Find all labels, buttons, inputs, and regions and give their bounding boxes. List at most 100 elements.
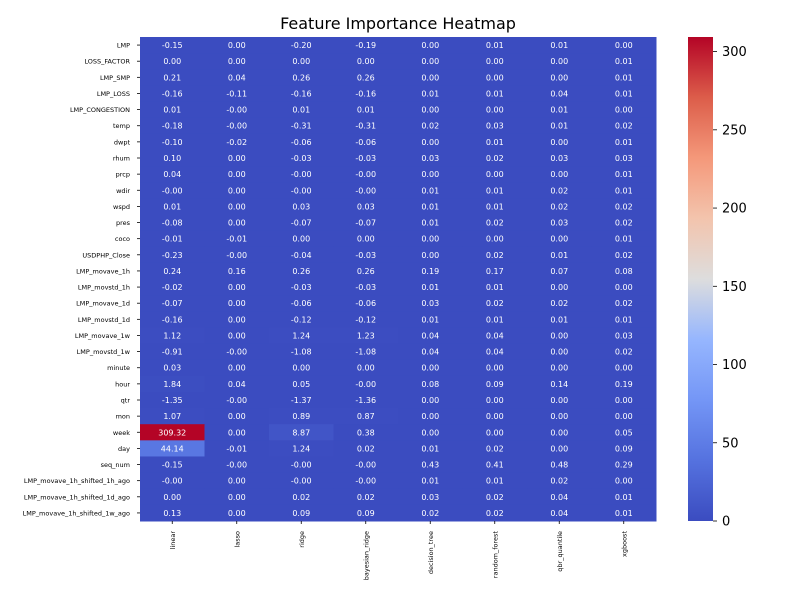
row-label: LMP_movave_1h_shifted_1d_ago <box>24 493 130 501</box>
cell-value-label: 0.03 <box>550 219 568 228</box>
cell-value-label: 1.84 <box>163 380 181 389</box>
cell-value-label: 1.23 <box>357 331 375 340</box>
row-label: LMP <box>117 42 130 50</box>
cell-value-label: -0.12 <box>291 315 312 324</box>
heatmap-cell <box>333 262 399 280</box>
heatmap-cell <box>269 214 334 232</box>
cell-value-label: -0.03 <box>355 251 376 260</box>
cell-value-label: 0.00 <box>486 364 504 373</box>
cell-value-label: 0.01 <box>486 41 504 50</box>
cell-value-label: 0.00 <box>163 57 181 66</box>
cell-value-label: 0.00 <box>486 170 504 179</box>
heatmap-cell <box>204 440 270 457</box>
cell-value-label: 0.02 <box>486 219 504 228</box>
cell-value-label: -0.04 <box>291 251 312 260</box>
cell-value-label: 0.01 <box>550 122 568 131</box>
heatmap-cell <box>140 230 205 248</box>
cell-value-label: 0.02 <box>550 299 568 308</box>
cell-value-label: 0.00 <box>615 412 633 421</box>
cell-value-label: 0.02 <box>615 202 633 211</box>
cell-value-label: 0.00 <box>615 106 633 115</box>
cell-value-label: 0.01 <box>421 186 439 195</box>
cell-value-label: -0.00 <box>355 380 376 389</box>
heatmap-cell <box>527 166 592 183</box>
heatmap-cell <box>462 53 528 70</box>
cell-value-label: 0.03 <box>615 331 633 340</box>
cell-value-label: 0.02 <box>615 299 633 308</box>
heatmap-cell <box>398 117 463 135</box>
heatmap-cell <box>269 279 334 296</box>
heatmap-cell <box>140 198 205 215</box>
heatmap-cell <box>140 101 205 119</box>
cell-value-label: -0.16 <box>291 89 312 98</box>
cell-value-label: 0.00 <box>357 364 375 373</box>
cell-value-label: 0.00 <box>421 428 439 437</box>
heatmap-cell <box>462 295 528 312</box>
heatmap-cell <box>398 343 463 361</box>
heatmap-cell <box>140 53 205 70</box>
cell-value-label: -0.00 <box>355 186 376 195</box>
cell-value-label: -0.12 <box>355 315 376 324</box>
heatmap-cell <box>269 69 334 86</box>
row-label: rhum <box>113 155 130 163</box>
heatmap-cell <box>204 246 270 264</box>
cell-value-label: 0.26 <box>292 267 310 276</box>
heatmap-cell <box>462 198 528 215</box>
colorbar-tick-label: 250 <box>722 123 747 138</box>
cell-value-label: 8.87 <box>292 428 310 437</box>
heatmap-cell <box>527 117 592 135</box>
cell-value-label: 0.01 <box>421 89 439 98</box>
heatmap-cell <box>398 37 463 54</box>
cell-value-label: 0.00 <box>421 73 439 82</box>
heatmap-cell <box>269 295 334 312</box>
heatmap-cell <box>333 53 399 70</box>
heatmap-cell <box>204 69 270 86</box>
cell-value-label: 0.16 <box>228 267 246 276</box>
cell-value-label: 0.03 <box>421 154 439 163</box>
cell-value-label: 0.09 <box>292 509 310 518</box>
chart-title: Feature Importance Heatmap <box>280 14 516 33</box>
cell-value-label: 0.00 <box>615 364 633 373</box>
heatmap-cell <box>398 69 463 86</box>
heatmap-cell <box>527 230 592 248</box>
cell-value-label: -0.00 <box>226 122 247 131</box>
cell-value-label: 0.29 <box>615 461 633 470</box>
heatmap-cell <box>398 456 463 474</box>
heatmap-cell <box>204 182 270 199</box>
heatmap-cell <box>140 279 205 296</box>
heatmap-cell <box>591 440 657 457</box>
heatmap-cell <box>591 504 657 522</box>
heatmap-cell <box>398 166 463 183</box>
colorbar-tick-label: 200 <box>722 202 747 217</box>
cell-value-label: -0.00 <box>226 396 247 405</box>
heatmap-cell <box>591 279 657 296</box>
heatmap-cell <box>462 359 528 377</box>
column-label: decision_tree <box>427 531 435 574</box>
heatmap-cell <box>462 69 528 86</box>
cell-value-label: -0.00 <box>291 477 312 486</box>
cell-value-label: 0.19 <box>615 380 633 389</box>
cell-value-label: 0.01 <box>615 57 633 66</box>
heatmap-cell <box>269 133 334 151</box>
cell-value-label: 0.00 <box>421 396 439 405</box>
cell-value-label: -0.02 <box>162 283 183 292</box>
heatmap-cell <box>462 214 528 232</box>
cell-value-label: 0.87 <box>357 412 375 421</box>
heatmap-cell <box>140 408 205 425</box>
heatmap-cell <box>527 440 592 457</box>
cell-value-label: 0.01 <box>163 106 181 115</box>
cell-value-label: 0.02 <box>550 477 568 486</box>
cell-value-label: 0.00 <box>421 170 439 179</box>
cell-value-label: 0.09 <box>357 509 375 518</box>
heatmap-cell <box>527 456 592 474</box>
heatmap-cell <box>398 359 463 377</box>
cell-value-label: -0.06 <box>355 138 376 147</box>
cell-value-label: 0.00 <box>228 186 246 195</box>
heatmap-cell <box>269 327 334 345</box>
heatmap-cell <box>527 327 592 345</box>
column-label: linear <box>169 531 177 550</box>
cell-value-label: 0.02 <box>486 493 504 502</box>
cell-value-label: -0.00 <box>226 251 247 260</box>
heatmap-cell <box>204 375 270 393</box>
heatmap-cell <box>591 295 657 312</box>
